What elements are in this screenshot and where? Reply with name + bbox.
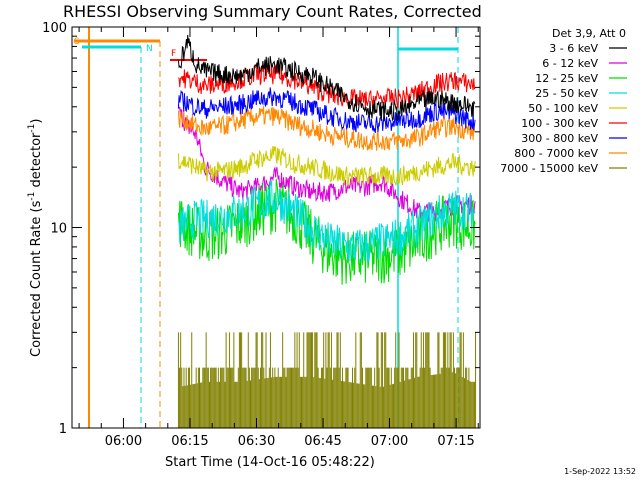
x-axis-label: Start Time (14-Oct-16 05:48:22) bbox=[165, 455, 375, 470]
annotation-n: N bbox=[146, 44, 153, 54]
chart-title: RHESSI Observing Summary Count Rates, Co… bbox=[63, 2, 482, 21]
legend-entry-label: 25 - 50 keV bbox=[535, 87, 598, 100]
annotation-s: S bbox=[74, 37, 80, 47]
legend-entry-label: 7000 - 15000 keV bbox=[500, 162, 598, 175]
legend-header: Det 3,9, Att 0 bbox=[552, 27, 626, 40]
legend-entry-label: 6 - 12 keV bbox=[542, 57, 598, 70]
legend-entry-label: 12 - 25 keV bbox=[535, 72, 598, 85]
series-300-800-kev bbox=[177, 87, 476, 134]
series-50-100-kev bbox=[177, 146, 476, 188]
legend-entry-label: 50 - 100 keV bbox=[528, 102, 598, 115]
series-7000-15000-kev bbox=[177, 332, 477, 428]
series-line bbox=[177, 34, 476, 122]
y-axis-label-sup2: -1 bbox=[27, 124, 37, 133]
legend: Det 3,9, Att 0 3 - 6 keV 6 - 12 keV 12 - 2… bbox=[500, 27, 627, 175]
timestamp: 1-Sep-2022 13:52 bbox=[564, 467, 636, 476]
x-tick-label: 07:15 bbox=[437, 434, 474, 449]
y-axis: 1 10 100 bbox=[42, 21, 480, 437]
plot-area: S N F bbox=[74, 27, 477, 428]
x-tick-label: 06:30 bbox=[238, 434, 275, 449]
y-tick-label: 100 bbox=[42, 21, 67, 36]
y-axis-label-mid: detector bbox=[29, 132, 44, 192]
y-tick-label: 10 bbox=[50, 222, 67, 237]
x-tick-label: 06:00 bbox=[105, 434, 142, 449]
series-3-6-kev bbox=[177, 34, 476, 122]
series-line bbox=[177, 146, 476, 188]
series-line bbox=[177, 87, 476, 134]
y-axis-label-end: ) bbox=[29, 119, 44, 124]
y-axis-label-main: Corrected Count Rate (s bbox=[29, 200, 44, 357]
y-axis-label-sup1: -1 bbox=[27, 192, 37, 201]
series-line bbox=[178, 180, 476, 263]
legend-entry-label: 800 - 7000 keV bbox=[514, 147, 598, 160]
x-tick-label: 07:00 bbox=[371, 434, 408, 449]
x-axis: 06:00 06:15 06:30 06:45 07:00 07:15 bbox=[78, 27, 479, 449]
y-axis-label: Corrected Count Rate (s-1 detector-1) bbox=[27, 119, 44, 357]
series-800-7000-kev bbox=[177, 106, 476, 151]
y-tick-label: 1 bbox=[59, 422, 67, 437]
x-tick-label: 06:15 bbox=[171, 434, 208, 449]
legend-entry-label: 100 - 300 keV bbox=[521, 117, 598, 130]
legend-entry-label: 300 - 800 keV bbox=[521, 132, 598, 145]
annotation-f: F bbox=[171, 49, 176, 59]
series-25-50-kev bbox=[178, 180, 476, 263]
legend-entry-label: 3 - 6 keV bbox=[549, 42, 598, 55]
x-tick-label: 06:45 bbox=[304, 434, 341, 449]
series-line bbox=[177, 106, 476, 151]
